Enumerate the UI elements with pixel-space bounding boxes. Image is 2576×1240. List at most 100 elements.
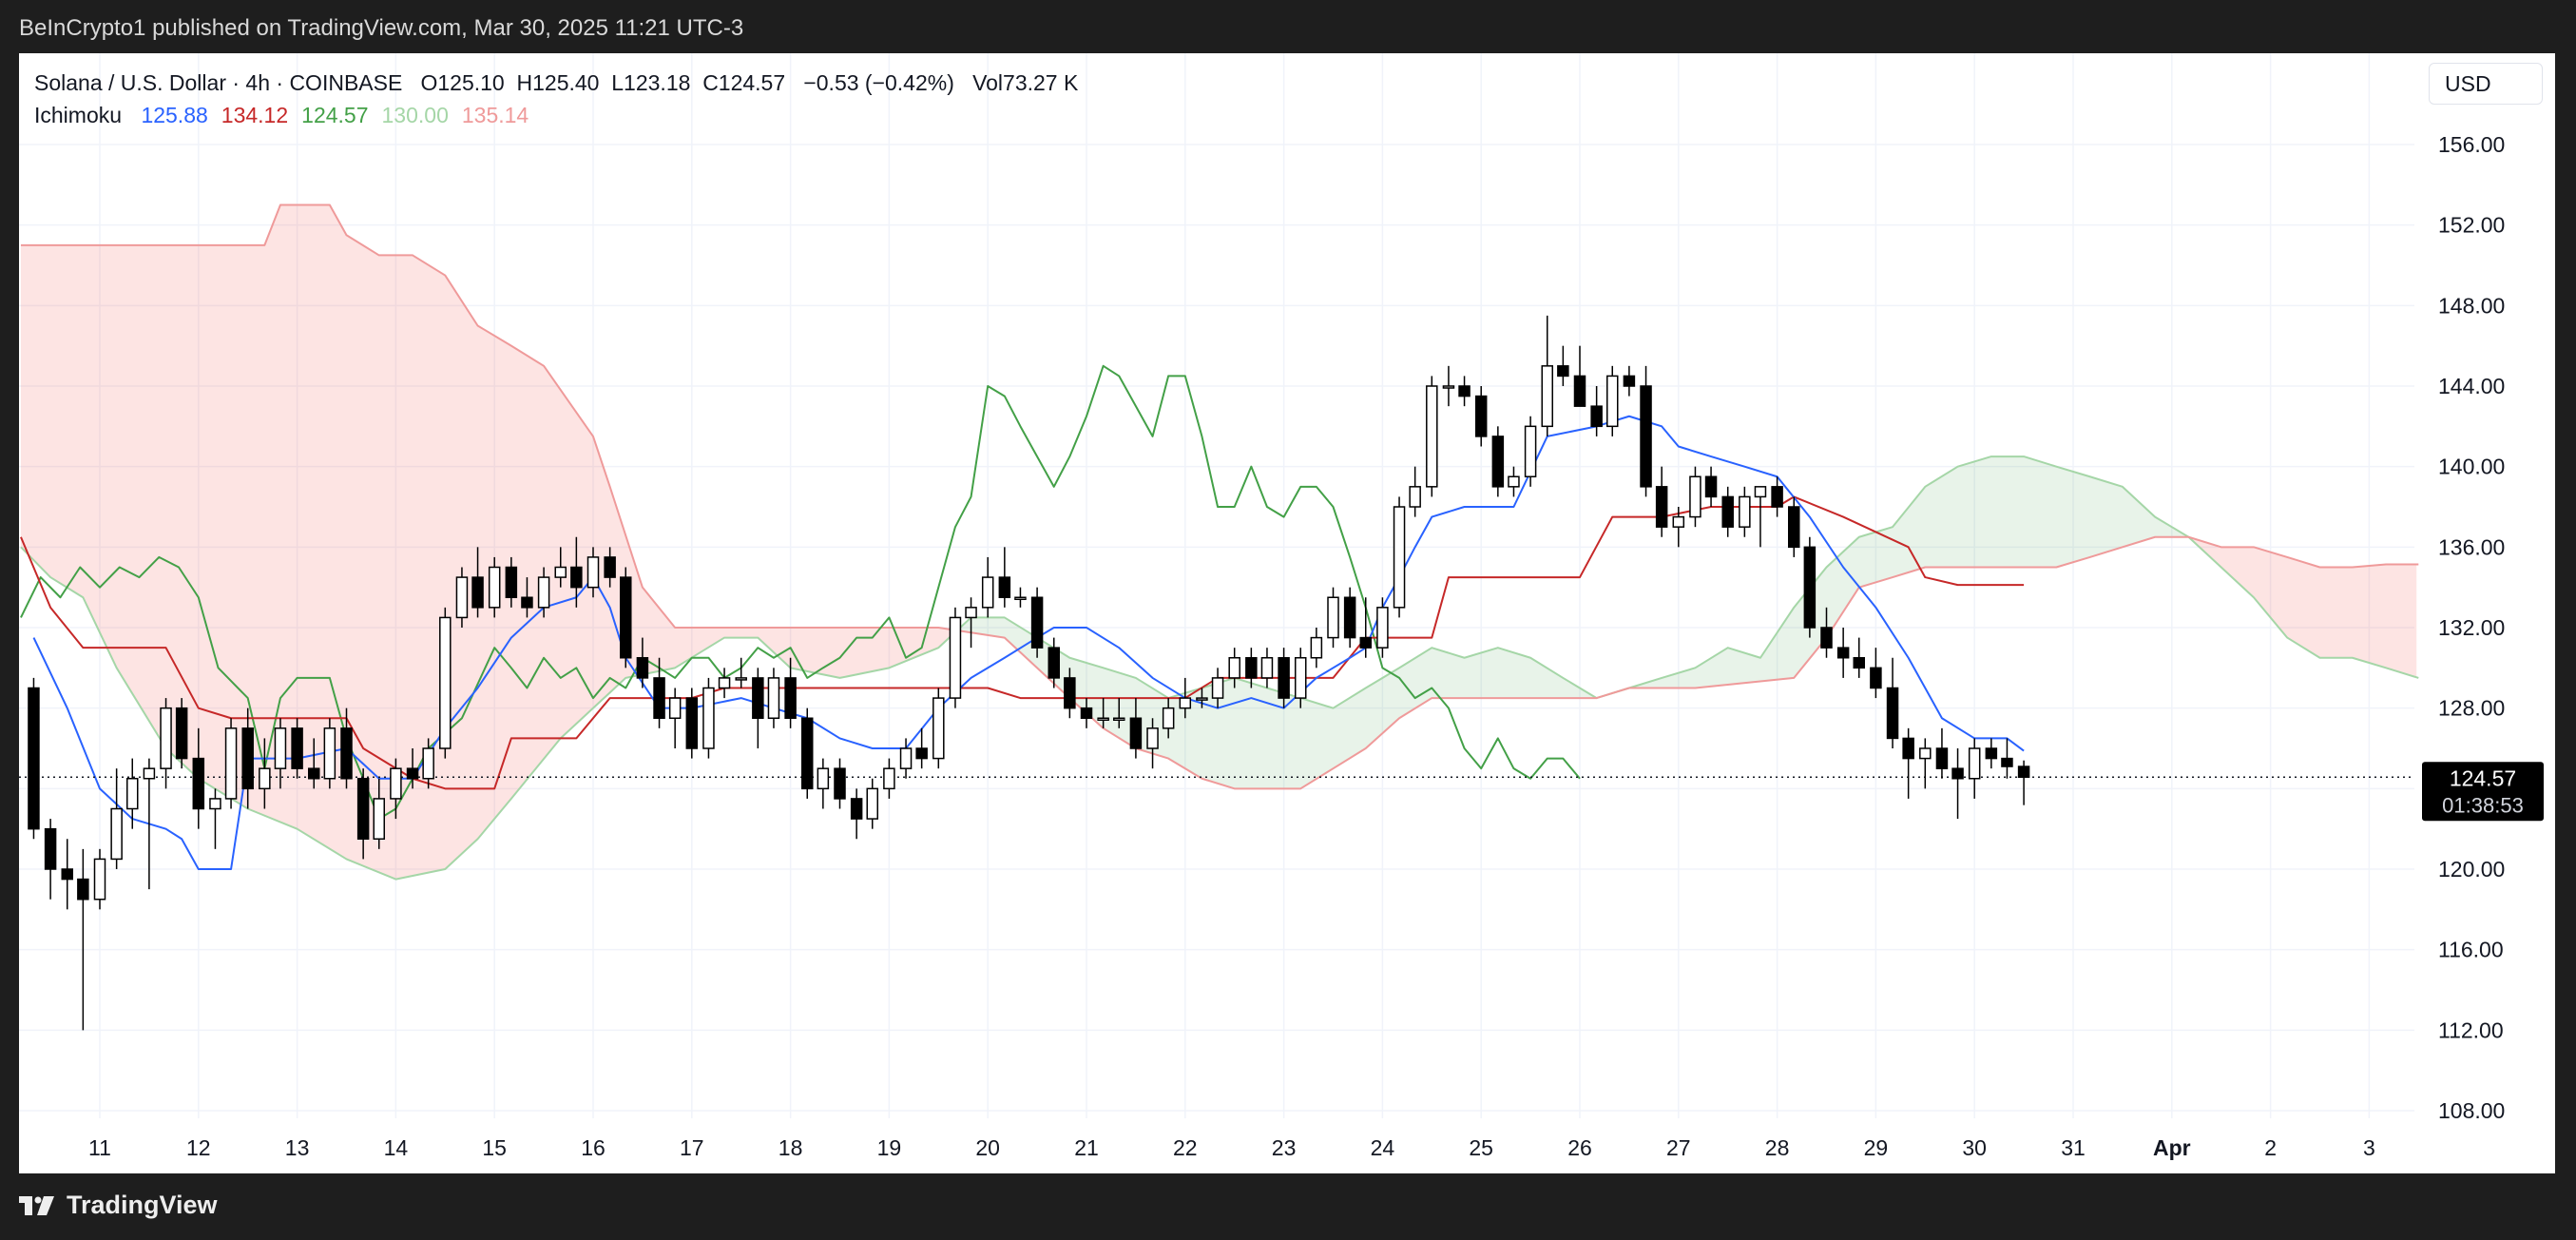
candle[interactable]: [1655, 466, 1668, 537]
candle[interactable]: [1803, 536, 1817, 638]
candle[interactable]: [1196, 688, 1208, 708]
candle[interactable]: [620, 567, 632, 668]
candle[interactable]: [373, 778, 386, 849]
candle[interactable]: [1886, 657, 1899, 748]
candle[interactable]: [209, 788, 221, 849]
candle[interactable]: [1902, 727, 1914, 799]
candle[interactable]: [965, 597, 977, 649]
symbol-name[interactable]: Solana / U.S. Dollar · 4h · COINBASE: [34, 70, 403, 95]
candle[interactable]: [259, 738, 271, 809]
candle[interactable]: [1343, 587, 1356, 649]
candle[interactable]: [1672, 507, 1685, 548]
candle[interactable]: [1458, 376, 1471, 407]
candle[interactable]: [471, 547, 484, 618]
candle[interactable]: [1245, 648, 1258, 688]
candle[interactable]: [1146, 718, 1159, 769]
candle[interactable]: [1442, 365, 1455, 407]
candle[interactable]: [307, 738, 320, 789]
candle[interactable]: [192, 727, 205, 829]
candle[interactable]: [866, 778, 879, 829]
candle[interactable]: [439, 607, 452, 759]
candle[interactable]: [1113, 698, 1125, 728]
candle[interactable]: [668, 688, 682, 749]
candle[interactable]: [685, 688, 699, 759]
candle[interactable]: [1919, 738, 1932, 789]
candle[interactable]: [1754, 486, 1767, 548]
candle[interactable]: [1211, 668, 1224, 708]
candle[interactable]: [1590, 386, 1603, 436]
candle[interactable]: [1474, 386, 1488, 447]
candle[interactable]: [1721, 486, 1734, 537]
candle[interactable]: [175, 698, 188, 769]
candle[interactable]: [1820, 607, 1833, 658]
candle[interactable]: [604, 547, 616, 588]
candle[interactable]: [981, 556, 994, 618]
candle[interactable]: [505, 556, 518, 608]
candle[interactable]: [1557, 345, 1569, 386]
candle[interactable]: [1179, 677, 1192, 719]
candle[interactable]: [521, 577, 533, 618]
indicator-name[interactable]: Ichimoku: [34, 103, 123, 127]
candle[interactable]: [1623, 365, 1636, 397]
candle[interactable]: [1985, 738, 1998, 769]
candle[interactable]: [126, 758, 139, 829]
candle[interactable]: [110, 768, 123, 869]
currency-button[interactable]: USD: [2429, 63, 2543, 105]
candle[interactable]: [1260, 648, 1274, 688]
candle[interactable]: [1097, 698, 1109, 728]
candle[interactable]: [537, 567, 550, 618]
candle[interactable]: [160, 698, 172, 789]
candle[interactable]: [488, 556, 501, 618]
candle[interactable]: [1080, 698, 1093, 728]
candle[interactable]: [570, 536, 583, 608]
candle[interactable]: [850, 788, 863, 840]
candle[interactable]: [899, 738, 913, 779]
candle[interactable]: [1359, 597, 1373, 658]
candle[interactable]: [718, 668, 731, 699]
candle[interactable]: [1376, 597, 1389, 658]
candle[interactable]: [1030, 587, 1044, 658]
tradingview-logo[interactable]: TradingView: [19, 1191, 218, 1220]
candle[interactable]: [1771, 476, 1783, 517]
candle[interactable]: [1310, 628, 1323, 668]
candle[interactable]: [422, 738, 434, 789]
candle[interactable]: [998, 547, 1011, 608]
chart-frame[interactable]: [19, 53, 2555, 1173]
candle[interactable]: [1048, 637, 1060, 688]
candle[interactable]: [1162, 698, 1175, 739]
candle[interactable]: [800, 707, 814, 799]
candle[interactable]: [554, 547, 567, 588]
candle[interactable]: [1409, 466, 1421, 517]
candle[interactable]: [44, 819, 57, 900]
candle[interactable]: [1426, 376, 1438, 497]
candle[interactable]: [702, 677, 715, 759]
candle[interactable]: [1014, 587, 1027, 608]
candle[interactable]: [767, 668, 780, 728]
candle[interactable]: [1739, 486, 1751, 537]
candle[interactable]: [949, 607, 962, 708]
candle[interactable]: [1508, 466, 1520, 497]
candle[interactable]: [455, 567, 469, 629]
candle[interactable]: [653, 657, 665, 728]
candle[interactable]: [241, 707, 254, 809]
candle[interactable]: [1278, 648, 1290, 708]
candle[interactable]: [1836, 628, 1850, 678]
candle[interactable]: [274, 718, 287, 789]
candle[interactable]: [1787, 496, 1800, 557]
candle[interactable]: [586, 547, 600, 598]
candle[interactable]: [834, 758, 846, 809]
candle[interactable]: [636, 637, 649, 688]
candle[interactable]: [752, 668, 764, 748]
candle[interactable]: [143, 758, 156, 890]
candle[interactable]: [1689, 466, 1701, 528]
candle[interactable]: [883, 758, 895, 799]
candle[interactable]: [323, 718, 336, 789]
candle[interactable]: [340, 707, 353, 789]
candle[interactable]: [1064, 668, 1076, 719]
candle[interactable]: [356, 768, 370, 860]
candle[interactable]: [932, 688, 945, 769]
candle[interactable]: [1951, 748, 1964, 820]
candle[interactable]: [291, 718, 303, 779]
candle[interactable]: [817, 758, 830, 809]
